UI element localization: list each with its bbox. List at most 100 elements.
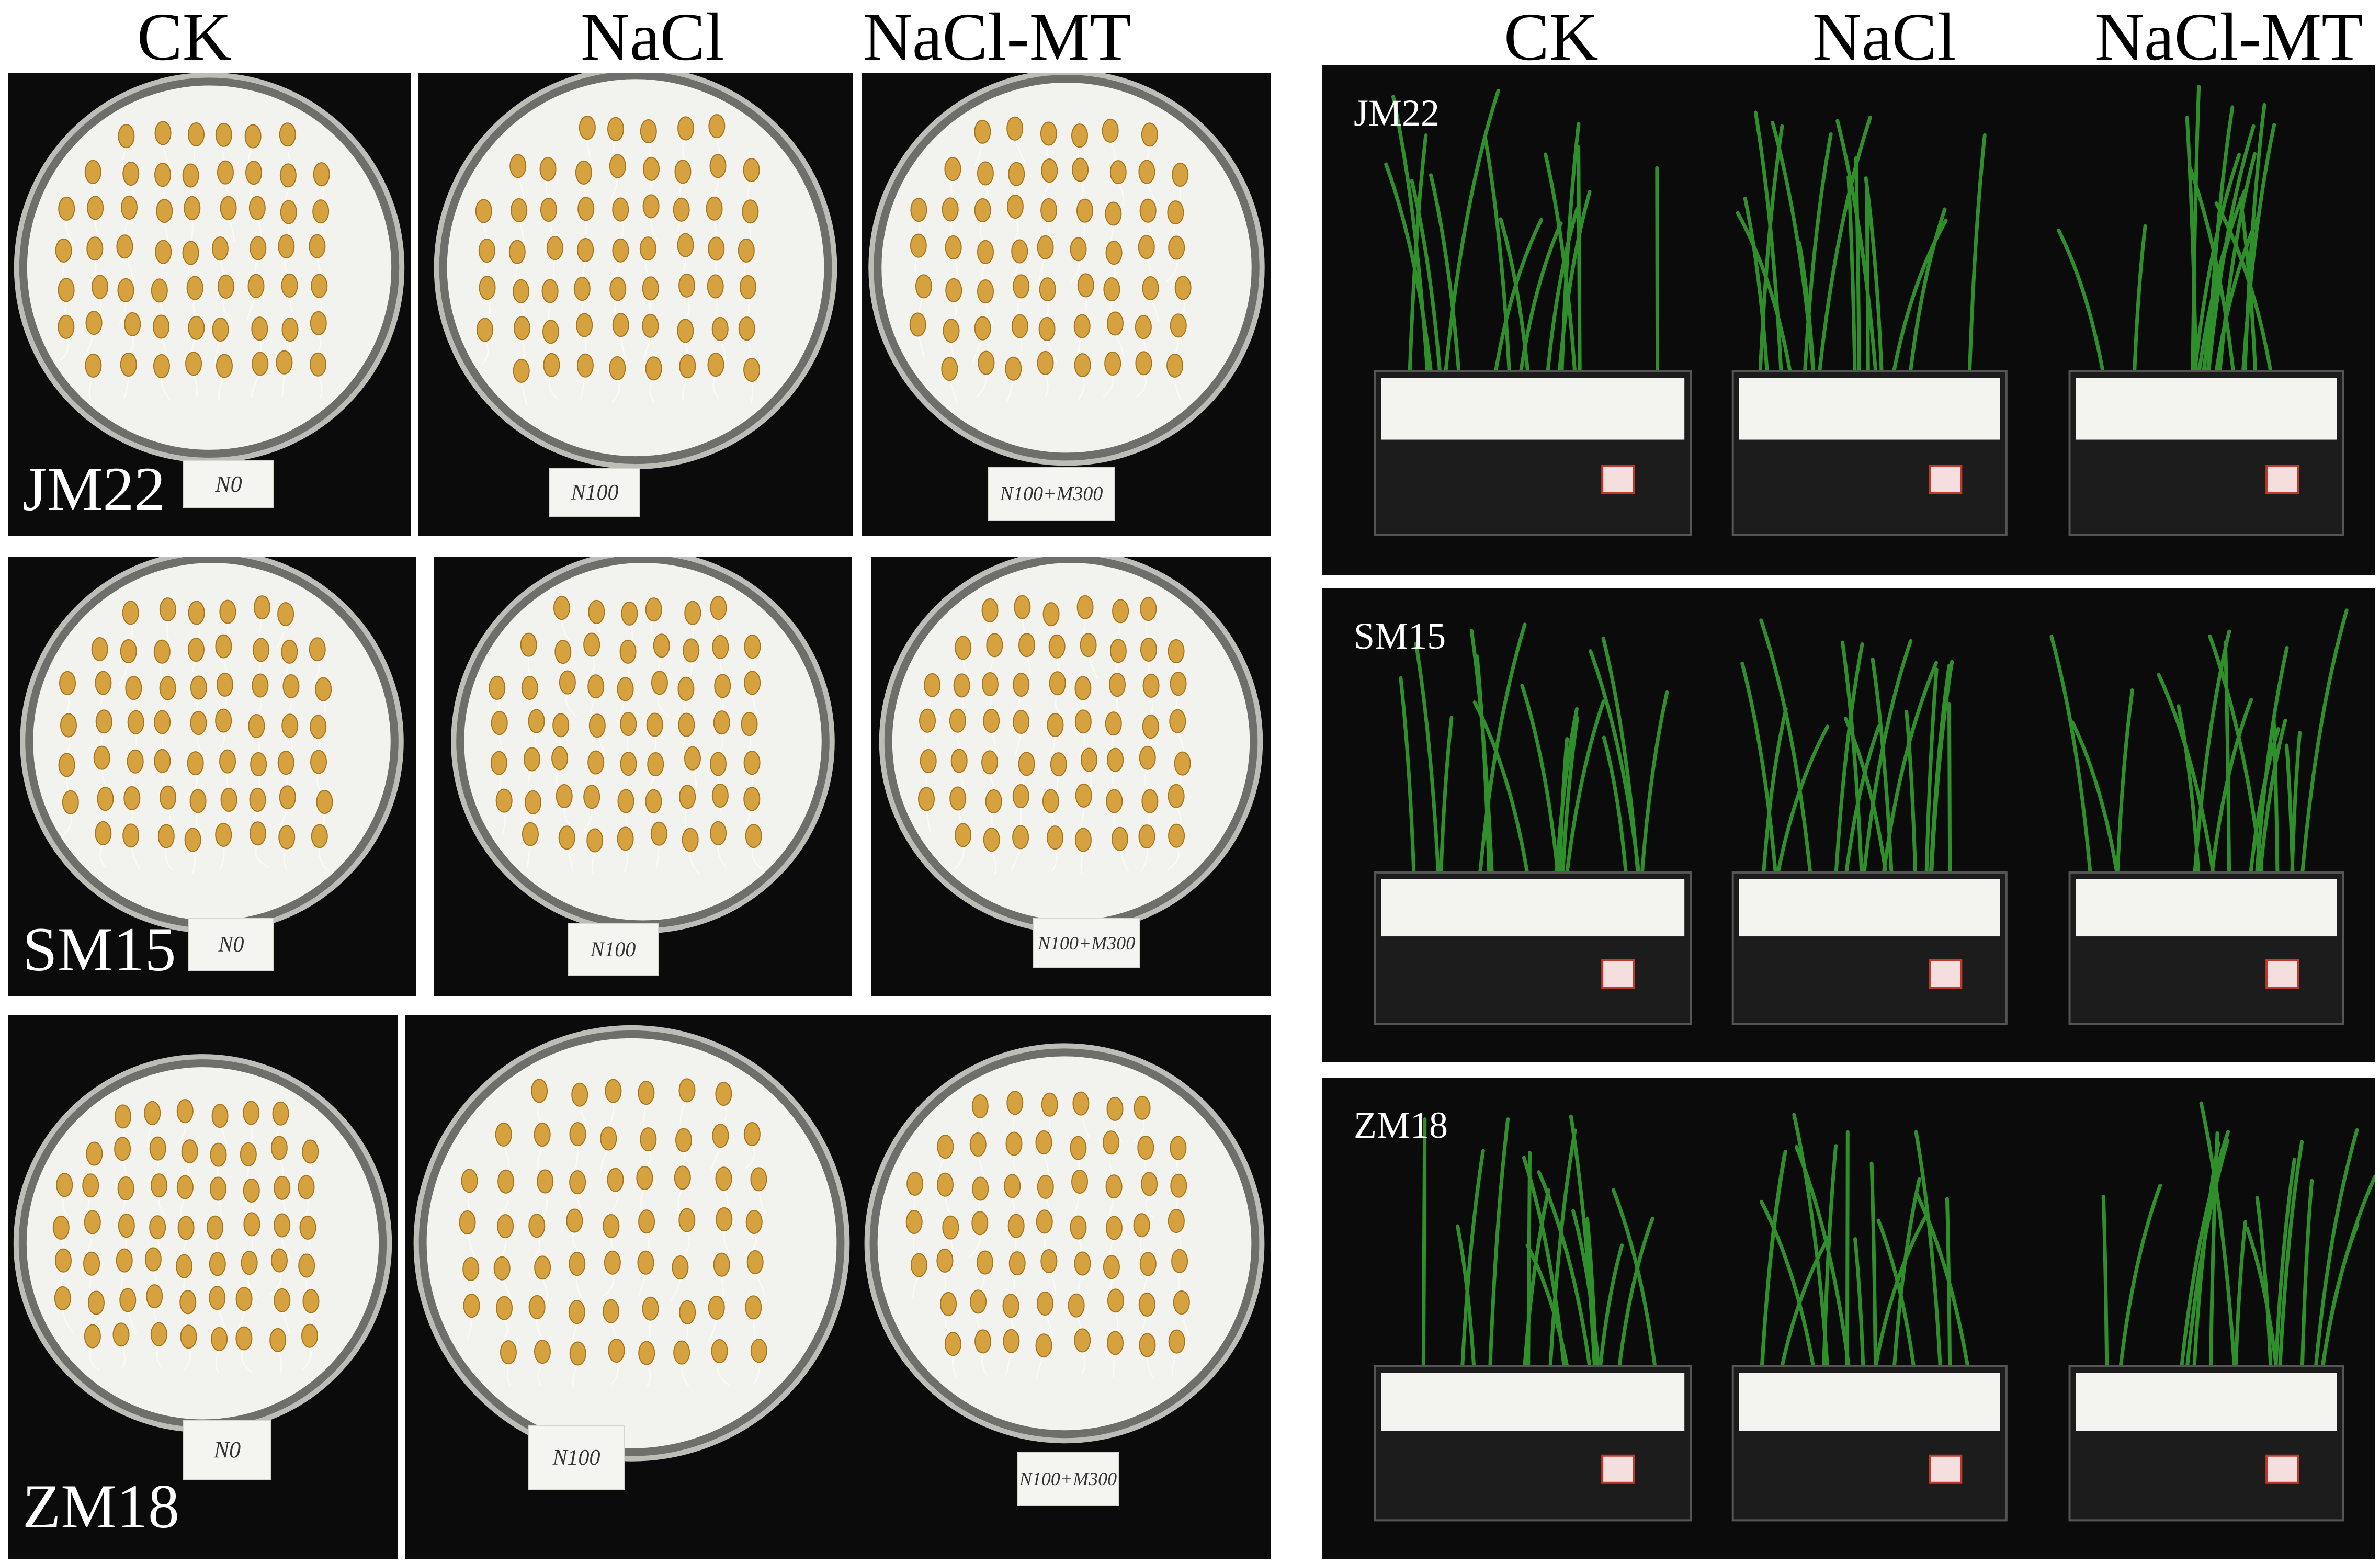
seed: [1048, 634, 1066, 681]
seed: [1168, 784, 1185, 831]
dish-tag: N0: [183, 1420, 271, 1480]
seed: [955, 636, 974, 683]
seed: [551, 746, 569, 793]
seed: [566, 1208, 585, 1255]
seed: [682, 828, 701, 875]
seed: [608, 1338, 625, 1386]
seed: [144, 1101, 161, 1147]
seed: [1105, 711, 1122, 758]
seed: [1075, 783, 1092, 830]
seed: [184, 196, 201, 243]
seed: [1072, 1091, 1090, 1138]
seed: [745, 824, 764, 871]
dish-tag: N100: [568, 923, 659, 976]
seed: [495, 788, 513, 835]
seed: [249, 821, 269, 868]
dish-tag: N0: [183, 460, 274, 508]
seed: [215, 634, 233, 681]
seed: [708, 1295, 725, 1342]
seed: [576, 353, 594, 400]
seedling-trays-image: [1374, 608, 2349, 1025]
seed: [154, 710, 171, 756]
seed: [981, 672, 999, 719]
seed: [274, 1213, 292, 1260]
seed: [983, 709, 1000, 755]
seed: [1008, 1251, 1026, 1298]
seed: [944, 1332, 961, 1378]
seed: [1108, 673, 1126, 719]
seed: [212, 317, 229, 364]
seed: [679, 354, 696, 401]
seed: [1107, 1331, 1124, 1377]
seedling-label-zm18: ZM18: [1354, 1104, 1448, 1146]
seed: [1074, 1251, 1091, 1298]
filter-paper: [26, 1067, 379, 1420]
seed: [1105, 1174, 1123, 1221]
seed: [495, 1122, 512, 1169]
seed: [588, 713, 606, 760]
seed: [710, 821, 727, 868]
seed: [569, 1170, 586, 1217]
seed: [1037, 235, 1054, 282]
seed: [56, 1173, 73, 1220]
filter-paper: [426, 1038, 837, 1448]
seed: [500, 1340, 517, 1387]
seed: [116, 1248, 133, 1295]
seed: [558, 825, 575, 872]
seedling-tray: [1731, 110, 2008, 536]
seed: [711, 1339, 730, 1386]
seed: [943, 319, 960, 366]
seed: [1040, 198, 1058, 245]
seed: [746, 1250, 766, 1297]
seed: [234, 1287, 253, 1334]
seed: [1142, 276, 1159, 323]
seed: [1111, 826, 1130, 874]
header-naclmt-right: NaCl-MT: [2095, 0, 2363, 75]
seed: [298, 1175, 315, 1222]
seed: [281, 273, 298, 320]
seed: [1003, 1329, 1020, 1376]
seed: [1040, 1249, 1058, 1296]
header-nacl-left: NaCl: [581, 0, 724, 75]
seed: [678, 712, 695, 760]
seed: [534, 1255, 551, 1302]
seed: [707, 274, 724, 321]
seed: [1103, 1255, 1120, 1302]
seed: [211, 1327, 228, 1374]
seed: [743, 357, 761, 404]
variety-label-sm15: SM15: [22, 914, 176, 984]
seed: [188, 601, 205, 648]
seed: [91, 637, 108, 684]
seed: [605, 1079, 622, 1126]
seed: [651, 671, 671, 718]
seed: [496, 1296, 513, 1343]
seed: [1074, 709, 1092, 756]
seed: [1041, 1092, 1058, 1139]
petri-panel-zm18-ck: N0 ZM18: [8, 1015, 398, 1559]
seed: [241, 1251, 258, 1298]
seed: [750, 1167, 767, 1214]
seed: [61, 790, 79, 837]
seed: [147, 1136, 166, 1183]
seed: [744, 1210, 763, 1257]
seed: [645, 597, 662, 644]
seed: [969, 1132, 987, 1179]
seed: [509, 154, 527, 200]
petri-panel-jm22-nacl: N100: [418, 73, 853, 536]
seed: [637, 1250, 654, 1297]
seed: [646, 712, 663, 760]
seedling-tray: [1731, 618, 2008, 1025]
seed: [1167, 200, 1184, 247]
seed: [743, 158, 760, 205]
seed: [279, 122, 296, 169]
seed: [1071, 1169, 1089, 1216]
seed: [84, 311, 103, 357]
seed: [1169, 709, 1186, 755]
seed: [1132, 1095, 1151, 1143]
seed: [742, 199, 759, 246]
seed: [478, 239, 495, 285]
seed: [642, 1296, 659, 1343]
seed: [583, 785, 600, 832]
seed: [678, 1078, 696, 1125]
seedling-trays-image: [1374, 84, 2344, 536]
